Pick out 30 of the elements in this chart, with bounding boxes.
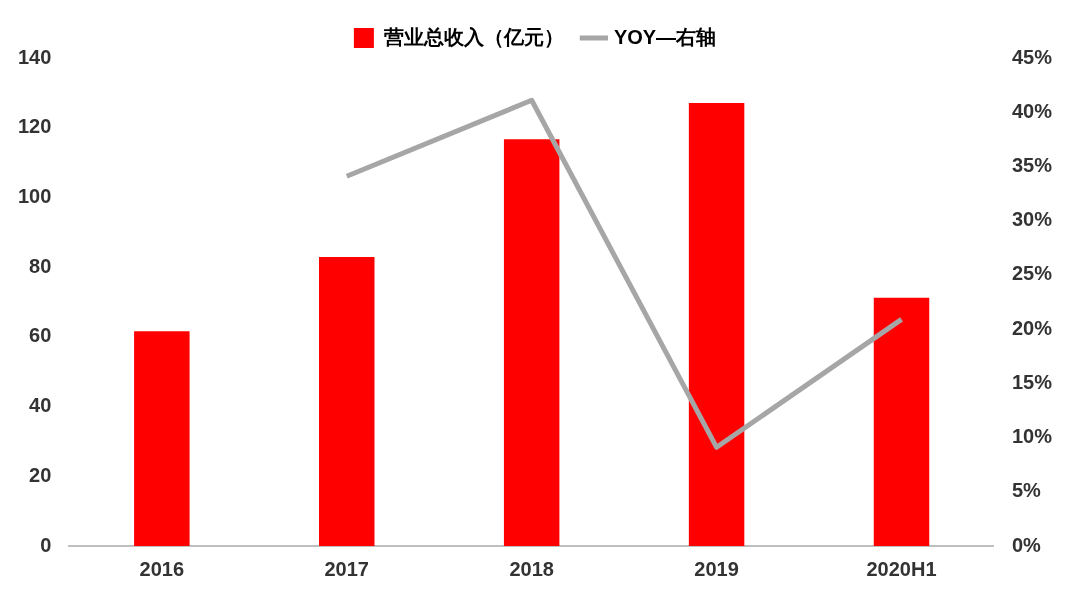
bar: [873, 297, 930, 546]
y2-tick-label: 0%: [1011, 533, 1042, 556]
y-tick-label: 20: [29, 463, 52, 486]
y-tick-label: 40: [29, 394, 52, 417]
y2-tick-label: 5%: [1011, 479, 1042, 502]
y2-tick-label: 20%: [1011, 316, 1053, 339]
y2-tick-label: 25%: [1011, 262, 1053, 285]
y-tick-label: 60: [29, 324, 52, 347]
bar: [319, 257, 375, 546]
y2-tick-label: 45%: [1011, 45, 1053, 68]
x-tick-label: 2018: [509, 557, 554, 580]
y-tick-label: 0: [40, 533, 52, 556]
bar: [134, 331, 190, 546]
x-tick-label: 2017: [324, 557, 369, 580]
legend-label: YOY—右轴: [613, 25, 717, 48]
bar: [688, 102, 745, 546]
y2-tick-label: 30%: [1011, 208, 1053, 231]
y-tick-label: 140: [17, 45, 52, 68]
y-tick-label: 80: [29, 254, 52, 277]
legend-label: 营业总收入（亿元）: [382, 25, 564, 48]
bar: [503, 139, 560, 546]
y2-tick-label: 35%: [1011, 153, 1053, 176]
y2-tick-label: 10%: [1011, 425, 1053, 448]
x-tick-label: 2016: [139, 557, 185, 580]
x-tick-label: 2020H1: [866, 557, 937, 580]
y2-tick-label: 40%: [1011, 99, 1053, 122]
x-tick-label: 2019: [694, 557, 739, 580]
y2-tick-label: 15%: [1011, 370, 1053, 393]
y-tick-label: 100: [17, 184, 52, 207]
y-tick-label: 120: [17, 115, 52, 138]
